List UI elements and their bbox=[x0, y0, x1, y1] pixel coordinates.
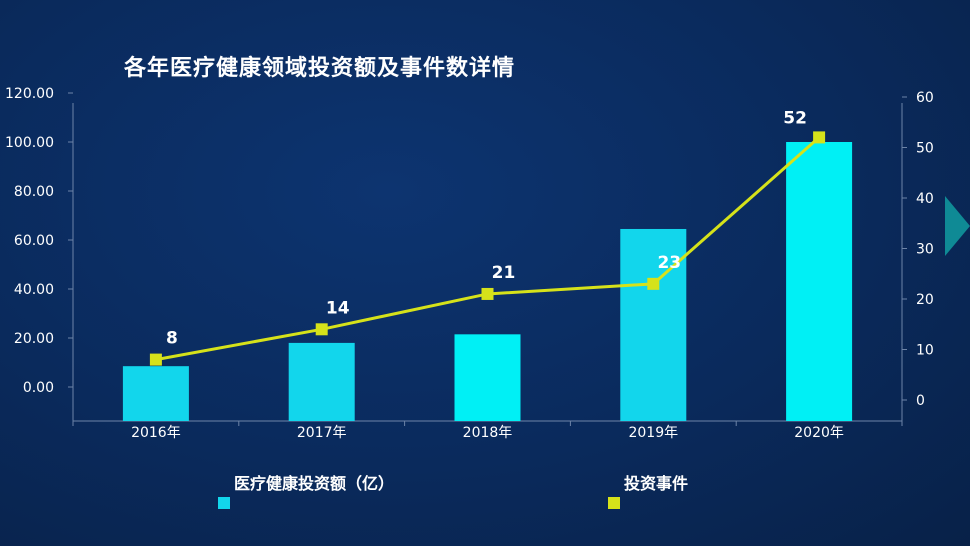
right-tick-label: 50 bbox=[916, 141, 934, 157]
data-labels: 8 14 21 23 52 bbox=[166, 108, 807, 348]
next-arrow-icon[interactable] bbox=[945, 196, 970, 256]
bar bbox=[454, 334, 521, 421]
right-tick-label: 20 bbox=[916, 292, 934, 308]
left-tick-label: 60.00 bbox=[14, 233, 54, 249]
chart-title: 各年医疗健康领域投资额及事件数详情 bbox=[124, 56, 516, 81]
x-tick-label: 2016年 bbox=[131, 425, 181, 441]
left-tick-label: 0.00 bbox=[23, 380, 54, 396]
data-label: 14 bbox=[326, 298, 350, 318]
x-tick-label: 2019年 bbox=[628, 425, 678, 441]
right-tick-label: 10 bbox=[916, 343, 934, 359]
x-tick-label: 2020年 bbox=[794, 425, 844, 441]
right-tick-label: 0 bbox=[916, 393, 925, 409]
right-tick-label: 60 bbox=[916, 90, 934, 106]
legend-line-swatch bbox=[608, 497, 620, 509]
line-point bbox=[813, 131, 826, 144]
data-label: 52 bbox=[783, 108, 807, 128]
data-label: 21 bbox=[492, 263, 516, 283]
bar bbox=[122, 366, 189, 421]
left-tick-label: 100.00 bbox=[5, 135, 54, 151]
legend-bar-label: 医疗健康投资额（亿） bbox=[234, 474, 395, 493]
bar bbox=[288, 342, 355, 421]
right-tick-label: 30 bbox=[916, 242, 934, 258]
left-tick-label: 120.00 bbox=[5, 86, 54, 102]
x-tick-label: 2017年 bbox=[297, 425, 347, 441]
left-tick-label: 80.00 bbox=[14, 184, 54, 200]
line-point bbox=[481, 287, 494, 300]
x-tick-label: 2018年 bbox=[463, 425, 513, 441]
bar bbox=[786, 142, 853, 421]
line-point bbox=[149, 353, 162, 366]
right-tick-label: 40 bbox=[916, 191, 934, 207]
left-tick-label: 40.00 bbox=[14, 282, 54, 298]
data-label: 23 bbox=[657, 253, 681, 273]
line-point bbox=[647, 277, 660, 290]
line-series bbox=[149, 131, 826, 366]
legend-line-label: 投资事件 bbox=[624, 474, 689, 493]
bar bbox=[620, 228, 687, 421]
left-tick-label: 20.00 bbox=[14, 331, 54, 347]
line-path bbox=[155, 136, 821, 362]
line-point bbox=[315, 323, 328, 336]
bar-series bbox=[122, 142, 853, 421]
data-label: 8 bbox=[166, 329, 178, 349]
legend-bar-swatch bbox=[218, 497, 230, 509]
